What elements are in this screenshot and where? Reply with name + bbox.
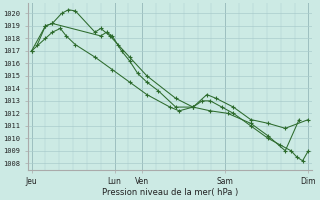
X-axis label: Pression niveau de la mer( hPa ): Pression niveau de la mer( hPa ) [102,188,238,197]
